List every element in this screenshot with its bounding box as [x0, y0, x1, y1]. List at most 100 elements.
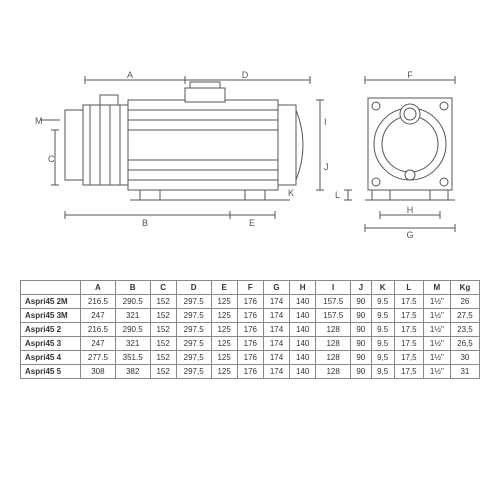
value-cell: 382 — [115, 365, 150, 379]
value-cell: 140 — [290, 337, 316, 351]
model-cell: Aspri45 5 — [21, 365, 81, 379]
value-cell: 290.5 — [115, 323, 150, 337]
value-cell: 140 — [290, 365, 316, 379]
value-cell: 247 — [81, 337, 116, 351]
svg-text:H: H — [407, 205, 414, 215]
value-cell: 174 — [263, 337, 289, 351]
value-cell: 176 — [237, 295, 263, 309]
technical-drawing: A D M C — [30, 70, 470, 240]
pump-schematic: A D M C — [30, 70, 470, 240]
value-cell: 1½" — [423, 323, 450, 337]
value-cell: 297,5 — [176, 351, 211, 365]
value-cell: 297.5 — [176, 309, 211, 323]
table-row: Aspri45 5308382152297,512517617414012890… — [21, 365, 480, 379]
value-cell: 290.5 — [115, 295, 150, 309]
col-E: E — [211, 281, 237, 295]
col-G: G — [263, 281, 289, 295]
value-cell: 128 — [316, 365, 351, 379]
dimensions-table-container: A B C D E F G H I J K L M Kg Aspri45 2M2… — [20, 280, 480, 379]
value-cell: 17,5 — [394, 351, 423, 365]
col-I: I — [316, 281, 351, 295]
value-cell: 125 — [211, 337, 237, 351]
value-cell: 17,5 — [394, 365, 423, 379]
svg-text:E: E — [249, 218, 255, 228]
value-cell: 152 — [150, 323, 176, 337]
col-K: K — [371, 281, 394, 295]
col-D: D — [176, 281, 211, 295]
svg-text:F: F — [407, 70, 413, 80]
svg-text:C: C — [48, 154, 55, 164]
value-cell: 26 — [450, 295, 479, 309]
table-row: Aspri45 3247321152297.512517617414012890… — [21, 337, 480, 351]
value-cell: 174 — [263, 295, 289, 309]
col-M: M — [423, 281, 450, 295]
value-cell: 9.5 — [371, 295, 394, 309]
table-row: Aspri45 3M247321152297.5125176174140157.… — [21, 309, 480, 323]
value-cell: 351.5 — [115, 351, 150, 365]
svg-text:G: G — [406, 230, 413, 240]
value-cell: 90 — [351, 309, 371, 323]
dimensions-table: A B C D E F G H I J K L M Kg Aspri45 2M2… — [20, 280, 480, 379]
col-J: J — [351, 281, 371, 295]
value-cell: 128 — [316, 323, 351, 337]
value-cell: 90 — [351, 323, 371, 337]
value-cell: 247 — [81, 309, 116, 323]
value-cell: 30 — [450, 351, 479, 365]
value-cell: 176 — [237, 309, 263, 323]
svg-text:J: J — [324, 162, 329, 172]
value-cell: 216.5 — [81, 295, 116, 309]
value-cell: 1½" — [423, 337, 450, 351]
value-cell: 17.5 — [394, 295, 423, 309]
model-cell: Aspri45 3M — [21, 309, 81, 323]
col-B: B — [115, 281, 150, 295]
value-cell: 128 — [316, 337, 351, 351]
value-cell: 174 — [263, 309, 289, 323]
value-cell: 152 — [150, 337, 176, 351]
value-cell: 321 — [115, 337, 150, 351]
model-cell: Aspri45 4 — [21, 351, 81, 365]
value-cell: 17.5 — [394, 309, 423, 323]
value-cell: 125 — [211, 309, 237, 323]
value-cell: 152 — [150, 295, 176, 309]
value-cell: 140 — [290, 295, 316, 309]
value-cell: 174 — [263, 351, 289, 365]
value-cell: 174 — [263, 365, 289, 379]
value-cell: 90 — [351, 295, 371, 309]
value-cell: 297.5 — [176, 295, 211, 309]
model-cell: Aspri45 3 — [21, 337, 81, 351]
value-cell: 176 — [237, 337, 263, 351]
value-cell: 140 — [290, 351, 316, 365]
svg-text:L: L — [335, 190, 340, 200]
model-cell: Aspri45 2M — [21, 295, 81, 309]
value-cell: 277.5 — [81, 351, 116, 365]
col-F: F — [237, 281, 263, 295]
value-cell: 1½" — [423, 351, 450, 365]
table-row: Aspri45 2216.5290.5152297.51251761741401… — [21, 323, 480, 337]
value-cell: 31 — [450, 365, 479, 379]
value-cell: 297.5 — [176, 323, 211, 337]
value-cell: 176 — [237, 323, 263, 337]
value-cell: 216.5 — [81, 323, 116, 337]
value-cell: 140 — [290, 323, 316, 337]
model-cell: Aspri45 2 — [21, 323, 81, 337]
value-cell: 125 — [211, 365, 237, 379]
value-cell: 152 — [150, 351, 176, 365]
col-C: C — [150, 281, 176, 295]
value-cell: 90 — [351, 337, 371, 351]
value-cell: 9.5 — [371, 323, 394, 337]
svg-text:M: M — [35, 116, 43, 126]
value-cell: 90 — [351, 365, 371, 379]
value-cell: 128 — [316, 351, 351, 365]
value-cell: 1½" — [423, 295, 450, 309]
value-cell: 9,5 — [371, 351, 394, 365]
value-cell: 140 — [290, 309, 316, 323]
value-cell: 1½" — [423, 365, 450, 379]
col-L: L — [394, 281, 423, 295]
col-H: H — [290, 281, 316, 295]
value-cell: 176 — [237, 365, 263, 379]
value-cell: 26,5 — [450, 337, 479, 351]
table-header-row: A B C D E F G H I J K L M Kg — [21, 281, 480, 295]
value-cell: 90 — [351, 351, 371, 365]
table-row: Aspri45 2M216.5290.5152297.5125176174140… — [21, 295, 480, 309]
value-cell: 125 — [211, 351, 237, 365]
